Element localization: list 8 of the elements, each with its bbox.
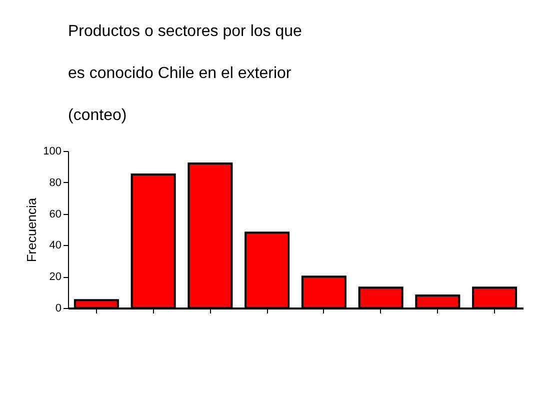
y-tick-label: 100 <box>43 146 62 158</box>
chart-title: Productos o sectores por los que es conocido Chile en el exterior (conteo) <box>68 23 302 124</box>
y-tick-label: 80 <box>49 176 62 189</box>
y-tick-label: 60 <box>49 208 62 220</box>
y-tick-label: 0 <box>55 302 62 314</box>
y-tick-label: 20 <box>49 271 62 284</box>
y-axis-title: Frecuencia <box>24 197 40 262</box>
y-tick-label: 40 <box>49 240 62 252</box>
